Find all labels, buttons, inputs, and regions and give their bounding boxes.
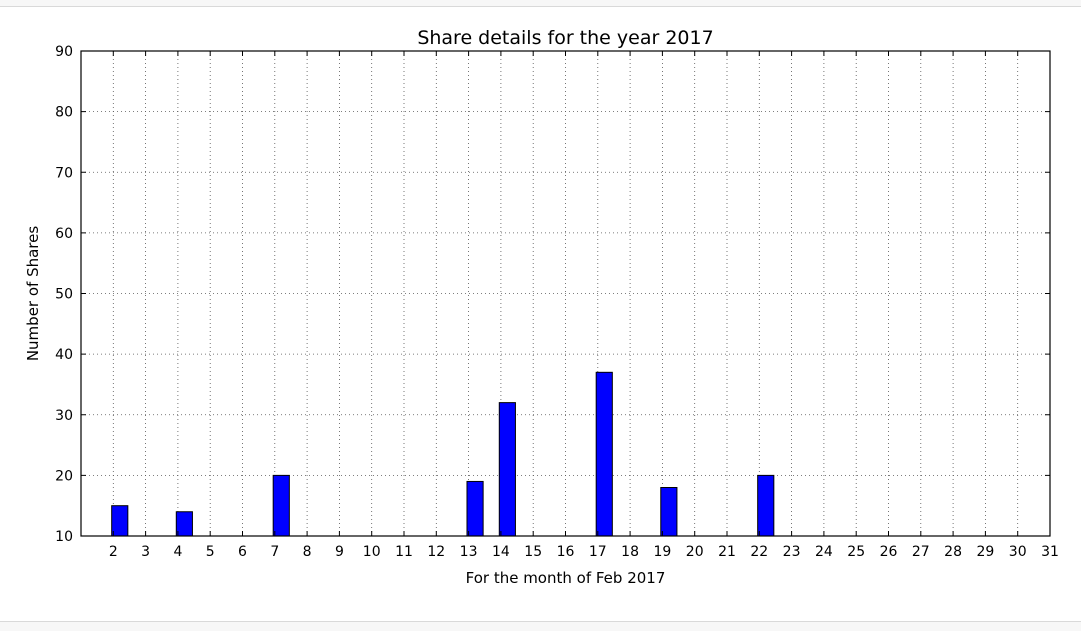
bar-day-4 bbox=[175, 511, 193, 537]
y-tick-label: 50 bbox=[55, 287, 73, 303]
x-tick-label: 12 bbox=[427, 544, 445, 560]
axis-ticks: 2 3 4 5 6 7 8 9 10 11 12 13 14 15 16 17 18 19 20 21 22 23 24 25… bbox=[55, 44, 1059, 560]
bar-day-22 bbox=[757, 474, 775, 537]
bar-day-7 bbox=[272, 474, 290, 537]
y-tick-label: 90 bbox=[55, 44, 73, 60]
y-tick-label: 40 bbox=[55, 347, 73, 363]
x-tick-label: 14 bbox=[492, 544, 510, 560]
x-tick-label: 30 bbox=[1009, 544, 1027, 560]
x-tick-label: 2 bbox=[109, 544, 118, 560]
y-tick-label: 80 bbox=[55, 105, 73, 121]
x-tick-label: 26 bbox=[880, 544, 898, 560]
chart-title: Share details for the year 2017 bbox=[417, 27, 713, 49]
bottom-border-strip bbox=[0, 621, 1081, 631]
x-tick-label: 11 bbox=[395, 544, 413, 560]
x-tick-label: 4 bbox=[173, 544, 182, 560]
bar-day-13 bbox=[466, 480, 484, 537]
x-tick-label: 20 bbox=[686, 544, 704, 560]
top-border-strip bbox=[0, 0, 1081, 7]
x-tick-label: 28 bbox=[944, 544, 962, 560]
x-tick-label: 16 bbox=[557, 544, 575, 560]
y-tick-label: 20 bbox=[55, 468, 73, 484]
x-tick-label: 19 bbox=[653, 544, 671, 560]
y-tick-label: 70 bbox=[55, 165, 73, 181]
x-tick-label: 25 bbox=[847, 544, 865, 560]
x-tick-label: 24 bbox=[815, 544, 833, 560]
x-tick-label: 6 bbox=[238, 544, 247, 560]
x-axis-title: For the month of Feb 2017 bbox=[466, 569, 666, 587]
x-tick-label: 23 bbox=[783, 544, 801, 560]
x-tick-label: 22 bbox=[750, 544, 768, 560]
x-tick-label: 17 bbox=[589, 544, 607, 560]
y-tick-label: 60 bbox=[55, 226, 73, 242]
x-tick-label: 3 bbox=[141, 544, 150, 560]
x-tick-label: 27 bbox=[912, 544, 930, 560]
bars bbox=[111, 371, 775, 537]
y-tick-label: 30 bbox=[55, 408, 73, 424]
x-tick-label: 13 bbox=[460, 544, 478, 560]
grid-lines bbox=[81, 50, 1051, 537]
x-tick-label: 10 bbox=[363, 544, 381, 560]
x-tick-label: 31 bbox=[1041, 544, 1059, 560]
bar-day-17 bbox=[595, 371, 613, 537]
x-tick-label: 21 bbox=[718, 544, 736, 560]
y-tick-label: 10 bbox=[55, 529, 73, 545]
x-tick-label: 9 bbox=[335, 544, 344, 560]
x-tick-label: 15 bbox=[524, 544, 542, 560]
x-tick-label: 29 bbox=[976, 544, 994, 560]
bar-day-2 bbox=[111, 505, 129, 537]
x-tick-label: 5 bbox=[206, 544, 215, 560]
y-axis-title: Number of Shares bbox=[24, 226, 42, 362]
bar-day-14 bbox=[498, 402, 516, 537]
x-tick-label: 18 bbox=[621, 544, 639, 560]
bar-day-19 bbox=[660, 487, 678, 537]
x-tick-label: 8 bbox=[303, 544, 312, 560]
x-tick-label: 7 bbox=[270, 544, 279, 560]
